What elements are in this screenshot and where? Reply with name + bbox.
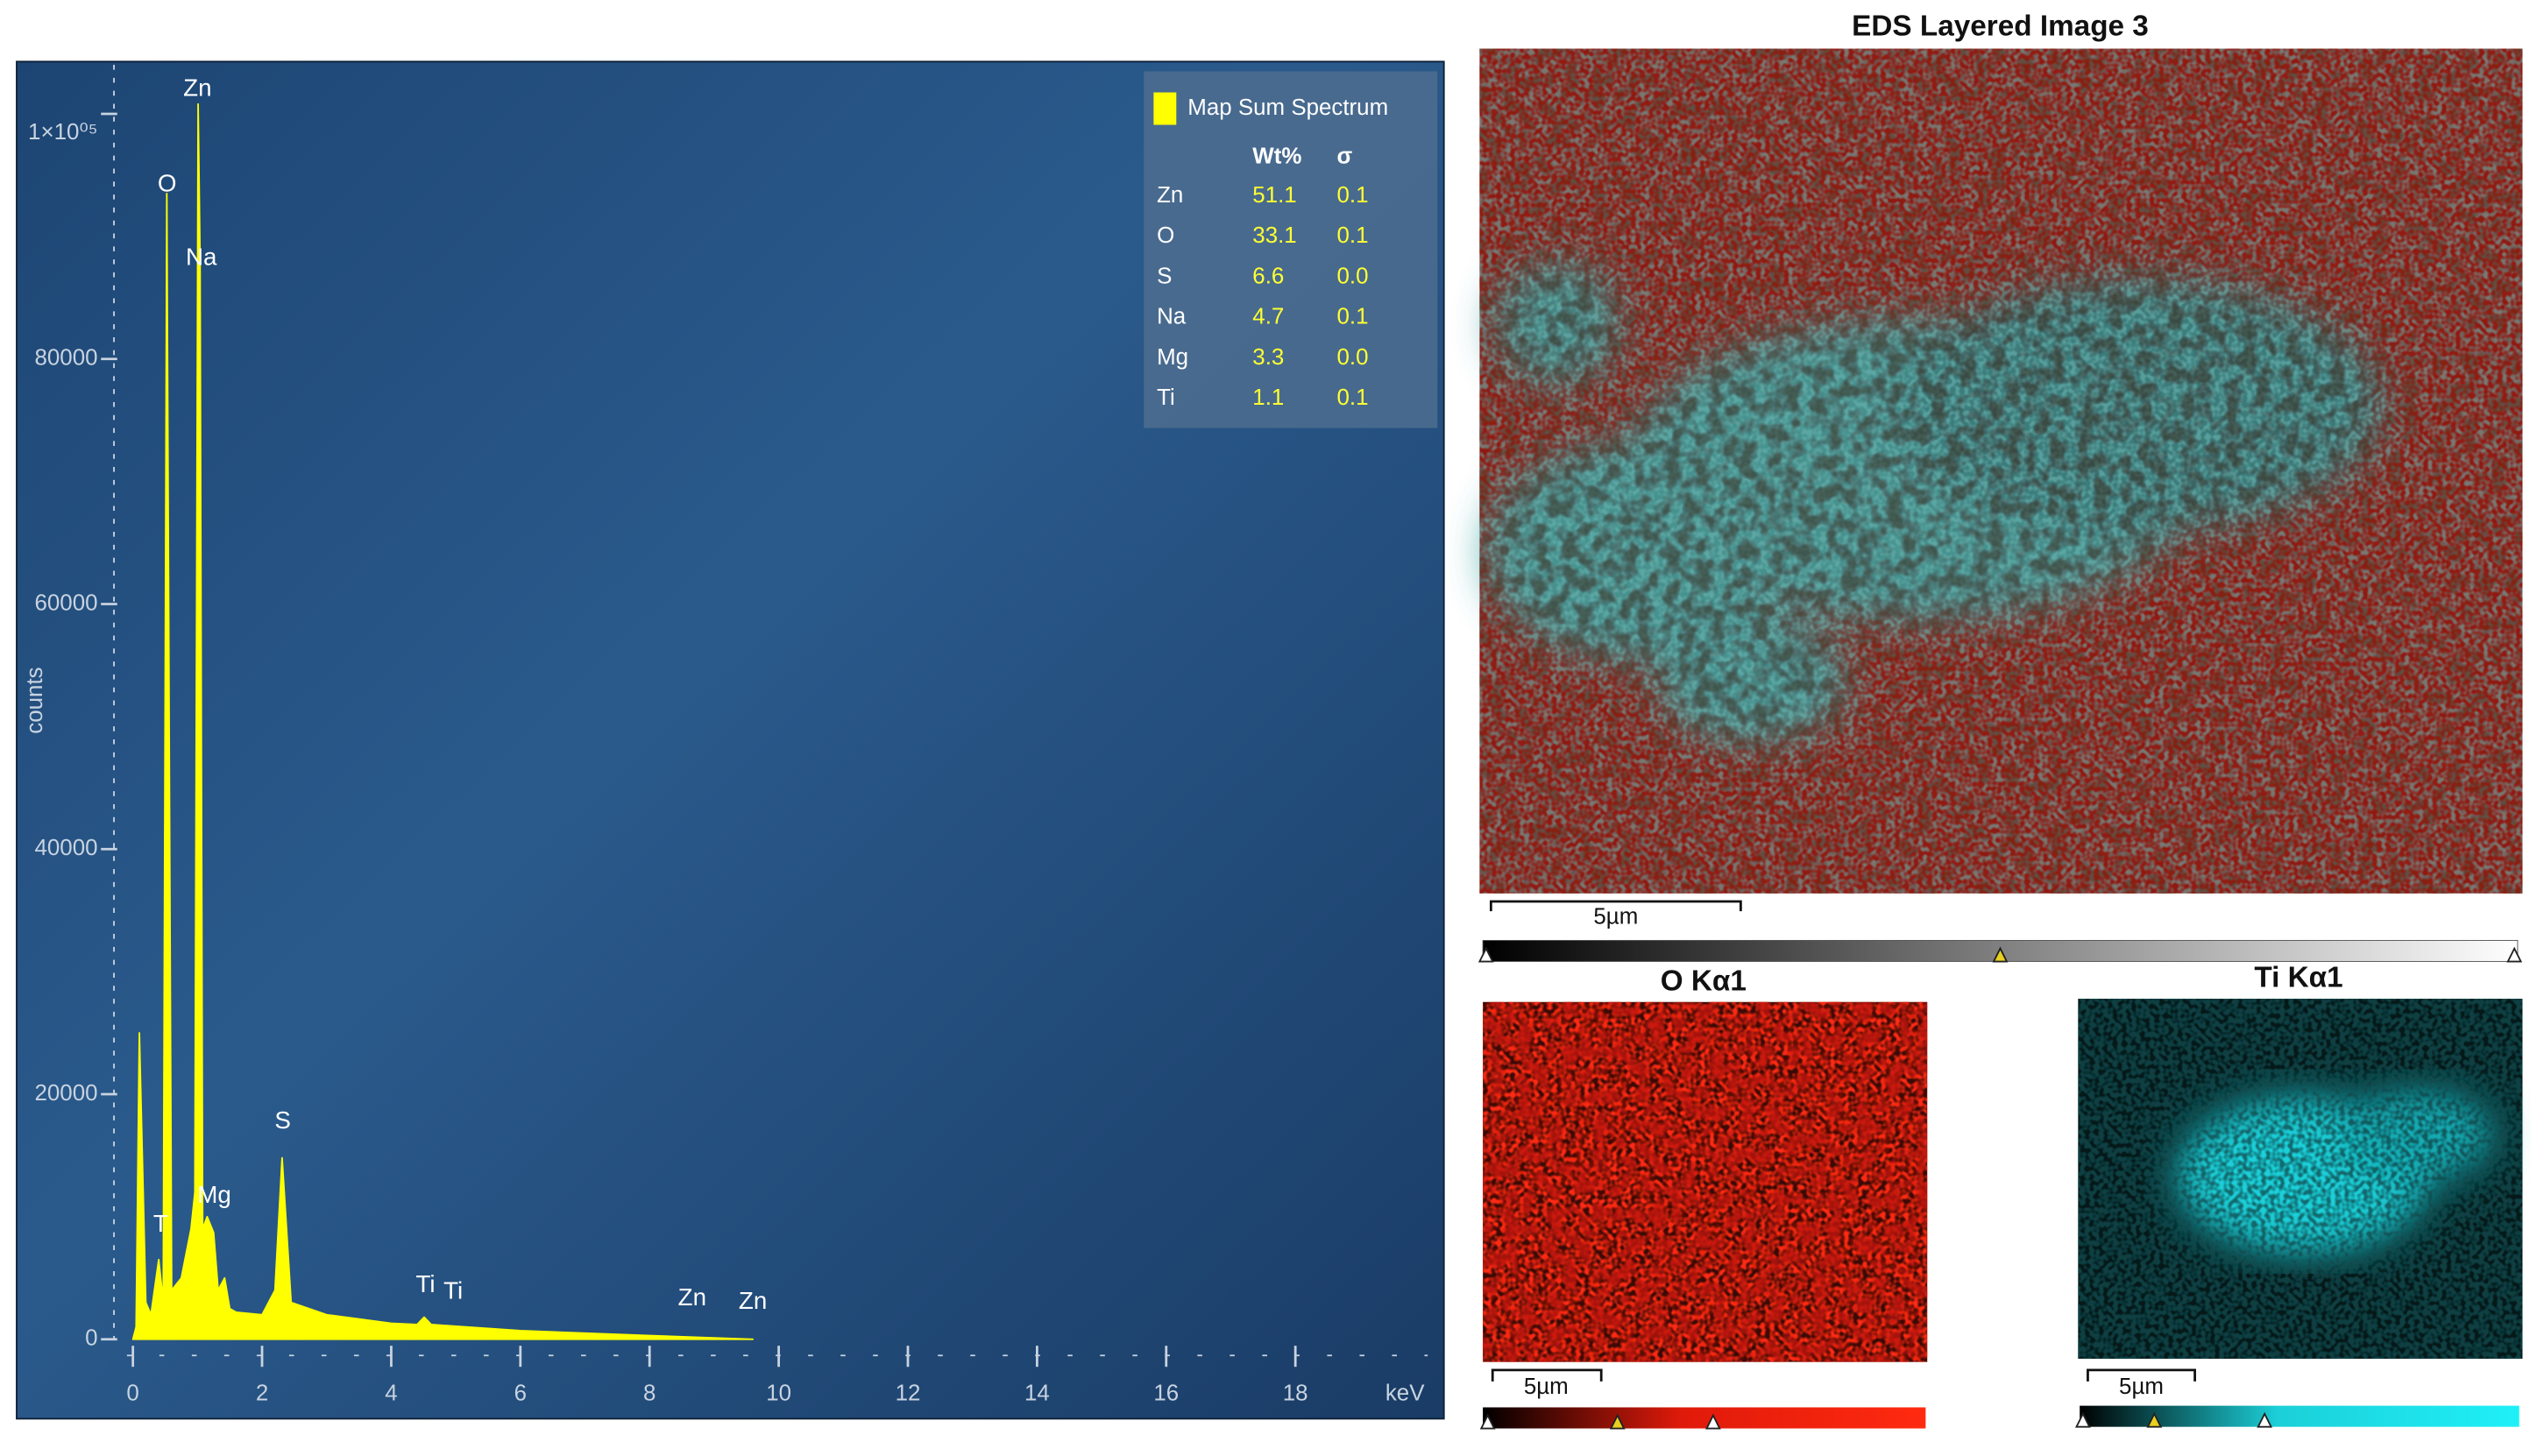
- peak-label: Zn: [739, 1287, 767, 1314]
- x-tick-label: 4: [385, 1382, 397, 1406]
- element-value: 0.1: [1337, 385, 1369, 410]
- y-axis-label: counts: [23, 667, 47, 733]
- scale-label: 5µm: [1524, 1375, 1569, 1399]
- scale-bar: [2087, 1368, 2196, 1382]
- element-value: 51.1: [1252, 183, 1296, 208]
- x-tick-label: 0: [126, 1382, 138, 1406]
- x-tick-label: 10: [766, 1382, 791, 1406]
- x-tick-label: 6: [514, 1382, 527, 1406]
- layered-map: [1479, 48, 2523, 894]
- element-value: 0.1: [1337, 223, 1369, 248]
- legend-header: σ: [1337, 144, 1353, 168]
- x-tick-label: 2: [256, 1382, 268, 1406]
- x-tick-label: 12: [896, 1382, 921, 1406]
- peak-label: Zn: [183, 74, 211, 101]
- peak-label: Na: [186, 243, 217, 270]
- colorbar-markers: [1479, 1413, 1721, 1430]
- legend-table: Wt% σ Zn 51.1 0.1 O 33.1 0.1 S 6.6 0.0 Na 4.7 0.1 Mg 3.…: [1157, 144, 1368, 410]
- ti-map: [2078, 999, 2523, 1359]
- spectrum-area: [131, 102, 755, 1340]
- legend-header: Wt%: [1252, 144, 1301, 168]
- colorbar-markers: [2074, 1411, 2273, 1428]
- colorbar-marker: [2146, 1411, 2163, 1428]
- scale-bar: [1491, 1368, 1603, 1382]
- element-name: S: [1157, 264, 1172, 288]
- element-value: 4.7: [1252, 305, 1284, 329]
- element-name: Zn: [1157, 183, 1183, 208]
- colorbar-marker: [1992, 946, 2009, 963]
- element-value: 0.0: [1337, 345, 1369, 370]
- x-tick-label: 18: [1283, 1382, 1308, 1406]
- map-title: O Kα1: [1661, 965, 1747, 997]
- element-value: 0.0: [1337, 264, 1369, 288]
- element-value: 0.1: [1337, 305, 1369, 329]
- element-value: 3.3: [1252, 345, 1284, 370]
- peak-label: S: [274, 1106, 291, 1134]
- y-tick-label: 60000: [34, 590, 97, 615]
- y-tick-label: 40000: [34, 836, 97, 860]
- element-name: Ti: [1157, 385, 1175, 410]
- colorbar-marker: [1609, 1413, 1626, 1430]
- element-value: 33.1: [1252, 223, 1296, 248]
- peak-label: Zn: [678, 1283, 706, 1311]
- x-axis-label: keV: [1385, 1382, 1425, 1406]
- scale-label: 5µm: [1593, 904, 1638, 929]
- x-tick-label: 16: [1153, 1382, 1179, 1406]
- legend-swatch: [1153, 92, 1177, 125]
- x-tick-label: 8: [643, 1382, 655, 1406]
- scale-label: 5µm: [2119, 1375, 2164, 1399]
- colorbar: [2080, 1405, 2519, 1427]
- element-name: O: [1157, 223, 1174, 248]
- element-name: Mg: [1157, 345, 1188, 370]
- x-tick-label: 14: [1024, 1382, 1050, 1406]
- spectrum-plot: 0 20000 40000 60000 80000 1×10⁰⁵ 0 2 4 6 8 10 12 14 16…: [28, 65, 1428, 1406]
- element-value: 6.6: [1252, 264, 1284, 288]
- y-tick-label: 80000: [34, 346, 97, 371]
- map-title: EDS Layered Image 3: [1852, 10, 2149, 42]
- map-title: Ti Kα1: [2254, 962, 2342, 994]
- legend-box: [1144, 71, 1438, 428]
- element-value: 0.1: [1337, 183, 1369, 208]
- peak-label: O: [158, 169, 177, 196]
- y-tick-label: 20000: [34, 1081, 97, 1106]
- element-name: Na: [1157, 305, 1187, 329]
- colorbar: [1483, 1407, 1926, 1429]
- y-tick-label: 1×10⁰⁵: [28, 120, 97, 145]
- peak-label: Mg: [197, 1181, 231, 1208]
- peak-label: Ti: [415, 1270, 435, 1297]
- element-value: 1.1: [1252, 385, 1284, 410]
- y-tick-label: 0: [85, 1326, 97, 1351]
- o-map: [1483, 1001, 1928, 1362]
- peak-label: T: [153, 1210, 168, 1237]
- scale-bar: [1489, 900, 1742, 912]
- peak-label: Ti: [443, 1276, 463, 1304]
- legend-entry: Map Sum Spectrum: [1187, 95, 1388, 120]
